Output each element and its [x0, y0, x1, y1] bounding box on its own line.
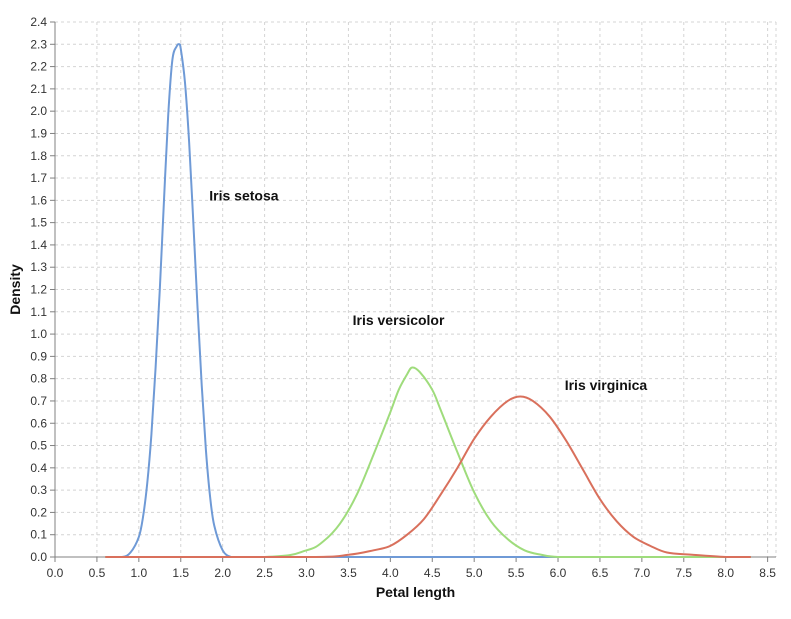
series-annotation: Iris versicolor — [353, 312, 445, 328]
y-tick-label: 0.1 — [30, 528, 47, 542]
y-tick-label: 0.0 — [30, 550, 47, 564]
y-tick-label: 2.4 — [30, 15, 47, 29]
y-tick-label: 0.6 — [30, 416, 47, 430]
virginica-density-curve — [105, 395, 751, 559]
grid-lines — [54, 21, 777, 558]
x-tick-label: 8.0 — [717, 566, 734, 580]
y-tick-label: 0.9 — [30, 349, 47, 363]
series-curves — [105, 43, 751, 559]
x-tick-label: 5.5 — [508, 566, 525, 580]
y-tick-label: 1.1 — [30, 305, 47, 319]
y-tick-label: 1.0 — [30, 327, 47, 341]
y-tick-label: 1.7 — [30, 171, 47, 185]
x-tick-label: 8.5 — [759, 566, 776, 580]
y-tick-label: 0.5 — [30, 439, 47, 453]
x-tick-label: 1.5 — [172, 566, 189, 580]
x-tick-label: 3.0 — [298, 566, 315, 580]
x-tick-label: 2.0 — [214, 566, 231, 580]
series-annotation: Iris setosa — [209, 187, 278, 203]
x-axis-title: Petal length — [376, 584, 455, 600]
y-tick-label: 2.0 — [30, 104, 47, 118]
y-tick-label: 1.9 — [30, 126, 47, 140]
tick-labels: 0.0 0.5 1.0 1.5 2.0 2.5 3.0 3.5 4.0 4.5 5.0 5.5 6.0 6… — [30, 15, 776, 580]
setosa-density-curve — [105, 43, 751, 559]
y-tick-label: 1.5 — [30, 216, 47, 230]
y-tick-label: 1.2 — [30, 283, 47, 297]
x-tick-label: 2.5 — [256, 566, 273, 580]
x-tick-label: 0.5 — [89, 566, 106, 580]
x-tick-label: 7.5 — [675, 566, 692, 580]
x-tick-label: 5.0 — [466, 566, 483, 580]
x-tick-label: 6.0 — [550, 566, 567, 580]
y-tick-label: 0.3 — [30, 483, 47, 497]
y-axis-title: Density — [7, 264, 23, 315]
x-tick-label: 3.5 — [340, 566, 357, 580]
x-tick-label: 6.5 — [592, 566, 609, 580]
y-tick-label: 2.2 — [30, 60, 47, 74]
x-tick-label: 4.0 — [382, 566, 399, 580]
y-tick-label: 1.4 — [30, 238, 47, 252]
series-annotation: Iris virginica — [565, 377, 648, 393]
y-tick-label: 2.1 — [30, 82, 47, 96]
y-tick-label: 0.8 — [30, 372, 47, 386]
annotations: Iris setosa Iris versicolor Iris virginica — [209, 187, 647, 392]
x-tick-label: 1.0 — [130, 566, 147, 580]
y-tick-label: 1.8 — [30, 149, 47, 163]
y-tick-label: 1.3 — [30, 260, 47, 274]
versicolor-density-curve — [105, 366, 751, 559]
x-tick-label: 4.5 — [424, 566, 441, 580]
x-tick-label: 0.0 — [47, 566, 64, 580]
x-tick-label: 7.0 — [634, 566, 651, 580]
y-tick-label: 1.6 — [30, 193, 47, 207]
y-tick-label: 0.2 — [30, 505, 47, 519]
y-tick-label: 0.4 — [30, 461, 47, 475]
y-tick-label: 2.3 — [30, 37, 47, 51]
y-tick-label: 0.7 — [30, 394, 47, 408]
